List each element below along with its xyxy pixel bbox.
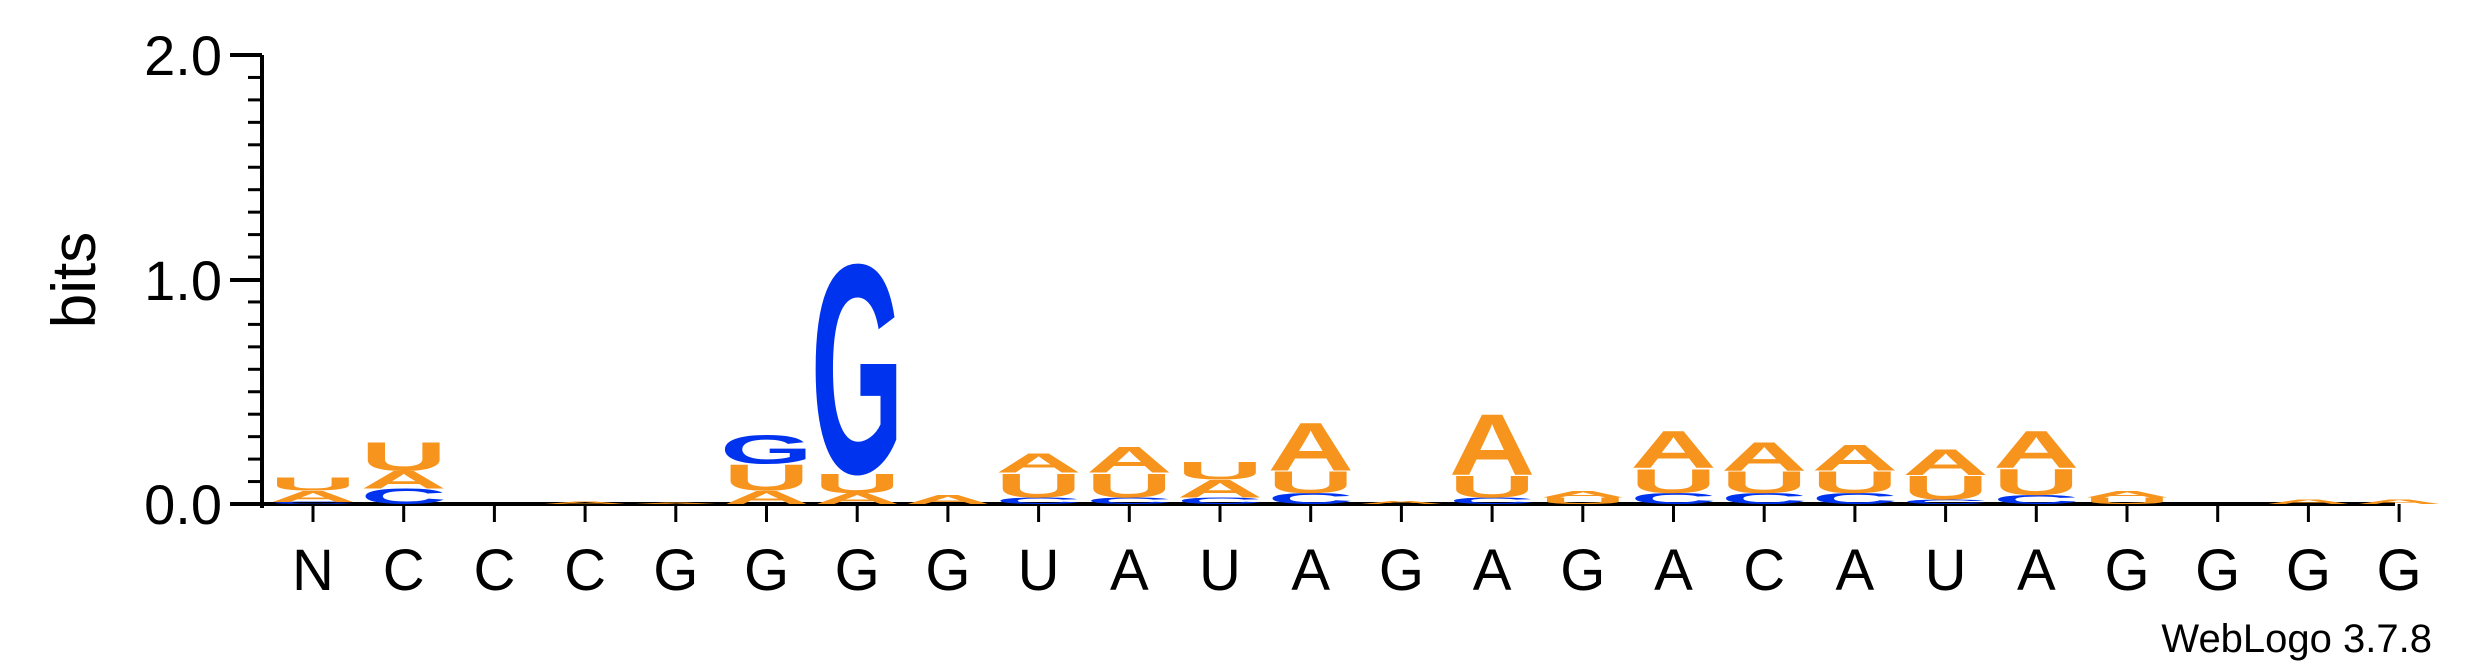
logo-letter-u: U xyxy=(1268,465,1354,500)
logo-letter-c: C xyxy=(1630,490,1716,507)
logo-letter-u: U xyxy=(1540,495,1626,505)
x-tick-label: A xyxy=(1654,538,1693,603)
logo-letter-a: A xyxy=(1449,396,1535,494)
x-tick-label: G xyxy=(744,538,789,603)
logo-letter-c: C xyxy=(1177,495,1263,505)
x-tick-label: C xyxy=(473,538,515,603)
logo-letter-c: C xyxy=(270,501,356,504)
logo-letter-a: A xyxy=(2356,498,2442,505)
logo-letter-g: G xyxy=(811,203,904,537)
logo-letter-u: U xyxy=(1993,461,2079,503)
y-tick-label-1: 1.0 xyxy=(144,249,222,312)
logo-letter-a: A xyxy=(723,487,809,508)
logo-letter-a: A xyxy=(1630,420,1716,480)
logo-letter-a: A xyxy=(995,447,1081,478)
x-tick-label: A xyxy=(1836,538,1875,603)
x-tick-label: U xyxy=(1925,538,1967,603)
logo-letter-u: U xyxy=(361,434,447,479)
x-tick-label: G xyxy=(2286,538,2331,603)
x-tick-label: A xyxy=(2017,538,2056,603)
logo-letter-u: U xyxy=(723,457,809,499)
logo-letter-u: U xyxy=(814,468,900,499)
logo-letter-a: A xyxy=(1721,434,1807,479)
x-tick-label: C xyxy=(1743,538,1785,603)
logo-letter-u: U xyxy=(1449,469,1535,504)
x-tick-label: G xyxy=(2377,538,2422,603)
logo-letter-a: A xyxy=(2084,489,2170,499)
logo-letter-u: U xyxy=(1630,462,1716,501)
logo-letter-c: C xyxy=(1993,493,2079,507)
logo-letter-u: U xyxy=(1812,465,1898,500)
x-tick-label: G xyxy=(2104,538,2149,603)
x-tick-label: G xyxy=(2195,538,2240,603)
logo-letter-u: U xyxy=(995,466,1081,505)
x-tick-label: U xyxy=(1018,538,1060,603)
y-axis: 0.0 1.0 2.0 bits xyxy=(40,24,264,536)
logo-letter-a: A xyxy=(1993,420,2079,480)
logo-letter-a: A xyxy=(542,501,628,504)
x-tick-label: G xyxy=(925,538,970,603)
logo-letter-c: C xyxy=(1086,495,1172,505)
logo-letter-c: C xyxy=(1268,490,1354,507)
logo-letter-a: A xyxy=(1086,439,1172,481)
logo-letter-a: A xyxy=(1358,500,1444,505)
x-tick-label: U xyxy=(1199,538,1241,603)
x-tick-label: G xyxy=(653,538,698,603)
y-tick-label-0: 0.0 xyxy=(144,473,222,536)
x-tick-label: A xyxy=(1110,538,1149,603)
logo-letter-u: U xyxy=(2084,495,2170,505)
logo-letter-a: A xyxy=(361,466,447,494)
logo-letter-a: A xyxy=(1268,408,1354,485)
logo-letter-a: A xyxy=(1540,489,1626,499)
logo-letter-a: A xyxy=(2265,498,2351,505)
x-tick-label: A xyxy=(1473,538,1512,603)
logo-letter-u: U xyxy=(1086,466,1172,505)
logo-letter-c: C xyxy=(1812,490,1898,507)
x-tick-label: N xyxy=(292,538,334,603)
logo-letter-a: A xyxy=(905,493,991,507)
logo-letter-c: C xyxy=(1449,495,1535,505)
logo-letter-a: A xyxy=(1177,475,1263,503)
logo-letter-a: A xyxy=(1812,437,1898,479)
logo-letter-c: C xyxy=(1902,498,1988,505)
logo-letter-a: A xyxy=(814,490,900,507)
x-tick-label: G xyxy=(1560,538,1605,603)
logo-letter-u: U xyxy=(1902,468,1988,507)
logo-letter-g: G xyxy=(720,427,813,472)
logo-letter-a: A xyxy=(1902,441,1988,483)
x-tick-label: G xyxy=(1379,538,1424,603)
logo-letter-u: U xyxy=(1721,465,1807,500)
weblogo-credit: WebLogo 3.7.8 xyxy=(2161,617,2432,661)
logo-letter-a: A xyxy=(633,503,719,505)
x-tick-label: C xyxy=(383,538,425,603)
y-axis-title: bits xyxy=(40,232,109,328)
logo-letter-c: C xyxy=(995,495,1081,505)
x-tick-label: A xyxy=(1291,538,1330,603)
x-tick-label: G xyxy=(835,538,880,603)
logo-letter-a: A xyxy=(270,488,356,505)
y-tick-label-2: 2.0 xyxy=(144,24,222,87)
x-tick-label: C xyxy=(564,538,606,603)
logo-letter-u: U xyxy=(1177,457,1263,485)
logo-letter-c: C xyxy=(1721,490,1807,507)
logo-letter-u: U xyxy=(270,474,356,495)
